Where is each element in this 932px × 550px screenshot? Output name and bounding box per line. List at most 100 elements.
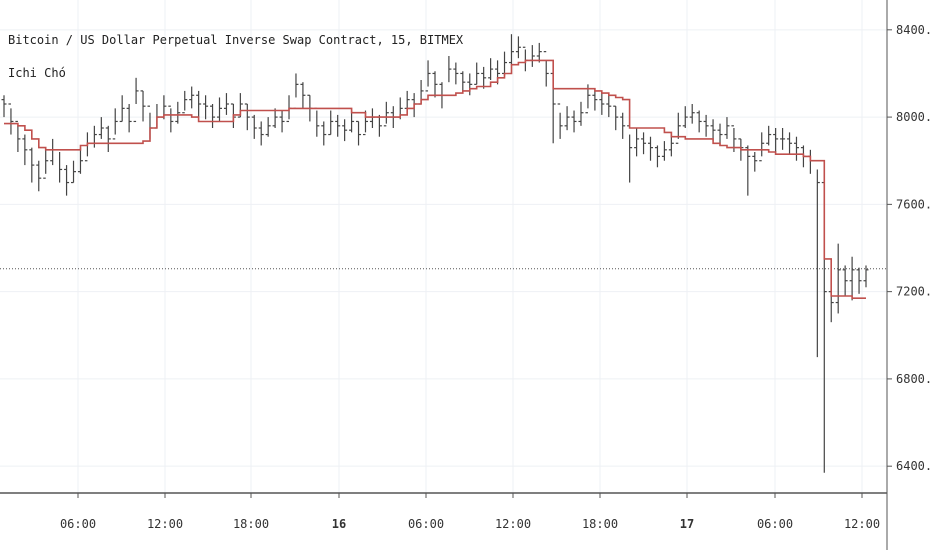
ohlc-bar (84, 132, 90, 162)
ohlc-bar (620, 112, 626, 139)
ohlc-bar (793, 136, 799, 161)
time-tick-label: 12:00 (147, 517, 183, 531)
ohlc-bar (849, 256, 855, 301)
ohlc-bar (57, 149, 63, 183)
indicator-line (4, 59, 866, 300)
time-tick-label: 06:00 (757, 517, 793, 531)
ohlc-bar (43, 147, 49, 179)
ohlc-bar (258, 121, 264, 146)
ohlc-bar (217, 97, 222, 122)
ohlc-bar (349, 110, 355, 133)
ohlc-bar (196, 90, 202, 118)
ohlc-bar (50, 138, 56, 166)
ohlc-bar (564, 106, 570, 131)
ohlc-bar (175, 101, 181, 124)
ohlc-bar (682, 106, 688, 128)
ohlc-bar (780, 128, 786, 150)
ohlc-bar (787, 132, 793, 155)
price-bars (1, 34, 869, 473)
ohlc-bar (272, 108, 278, 128)
ohlc-bar (119, 95, 125, 123)
ohlc-bar (460, 71, 466, 94)
ohlc-bar (356, 120, 362, 146)
ohlc-bar (105, 125, 111, 152)
ohlc-bar (300, 82, 306, 109)
ohlc-bar (369, 108, 375, 128)
price-tick-label: 8400.0 (896, 23, 932, 37)
ohlc-bar (182, 90, 188, 114)
ohlc-bar (654, 145, 660, 168)
ohlc-bar (557, 103, 563, 139)
time-tick-label: 17 (680, 517, 694, 531)
ohlc-bar (766, 125, 772, 146)
ohlc-bar (1, 95, 7, 118)
ohlc-bar (835, 243, 841, 314)
ohlc-bar (807, 149, 813, 174)
time-tick-label: 12:00 (844, 517, 880, 531)
ohlc-bar (71, 160, 77, 184)
ohlc-bar (696, 110, 702, 133)
ohlc-bar (724, 117, 730, 139)
ohlc-bar (376, 114, 382, 137)
price-tick-label: 6400.0 (896, 459, 932, 473)
ohlc-bar (29, 147, 35, 183)
price-axis[interactable]: 8400.0 8000.0 7600.0 7200.0 6800.0 6400.0 (887, 23, 932, 473)
ohlc-bar (203, 95, 209, 120)
ohlc-bar (703, 114, 709, 137)
ohlc-bar (168, 105, 174, 133)
time-tick-label: 06:00 (408, 517, 444, 531)
time-axis[interactable]: 06:00 12:00 18:00 16 06:00 12:00 18:00 17 06:00 1… (60, 493, 880, 531)
ohlc-bar (599, 93, 605, 115)
price-tick-label: 7600.0 (896, 197, 932, 211)
time-tick-label: 12:00 (495, 517, 531, 531)
ohlc-bar (77, 147, 83, 174)
ohlc-bar (641, 132, 647, 155)
ohlc-bar (488, 58, 494, 80)
ohlc-bar (126, 104, 132, 133)
price-tick-label: 7200.0 (896, 285, 932, 299)
ohlc-bar (571, 110, 577, 133)
ohlc-bar (745, 145, 751, 196)
ohlc-bar (432, 71, 438, 98)
price-tick-label: 8000.0 (896, 110, 932, 124)
ohlc-bar (529, 45, 535, 67)
ohlc-bar (446, 56, 452, 96)
indicator-label: Ichi Chó (8, 66, 66, 80)
ohlc-bar (91, 125, 97, 148)
ohlc-bar (223, 93, 229, 115)
ohlc-bar (502, 51, 508, 76)
ohlc-bar (842, 265, 848, 296)
time-tick-label: 16 (332, 517, 346, 531)
ohlc-bar (64, 165, 70, 196)
ohlc-bar (661, 141, 667, 161)
ohlc-bar (508, 34, 514, 65)
ohlc-bar (314, 107, 320, 137)
ohlc-bar (522, 46, 528, 72)
ohlc-bar (689, 104, 695, 124)
ohlc-bar (759, 132, 765, 162)
ohlc-bar (717, 123, 723, 146)
ohlc-bar (592, 88, 598, 111)
ohlc-bar (606, 95, 612, 118)
ohlc-bar (15, 120, 21, 152)
ohlc-bar (453, 62, 459, 85)
ohlc-bar (474, 62, 480, 85)
ohlc-bar (98, 117, 104, 139)
ohlc-bar (863, 265, 869, 288)
ohlc-bar (515, 36, 521, 59)
ohlc-bar (648, 136, 653, 161)
ohlc-bar (36, 160, 42, 192)
ohlc-bar (543, 51, 549, 87)
ohlc-bar (279, 110, 285, 133)
ohlc-bar (383, 101, 389, 127)
ohlc-bar (613, 105, 619, 131)
time-tick-label: 18:00 (582, 517, 618, 531)
ohlc-bar (251, 114, 257, 139)
ohlc-bar (578, 101, 584, 126)
ohlc-bar (773, 128, 779, 152)
ohlc-bar (328, 110, 334, 136)
time-tick-label: 18:00 (233, 517, 269, 531)
ohlc-bar (536, 42, 542, 63)
ohlc-bar (425, 60, 431, 92)
